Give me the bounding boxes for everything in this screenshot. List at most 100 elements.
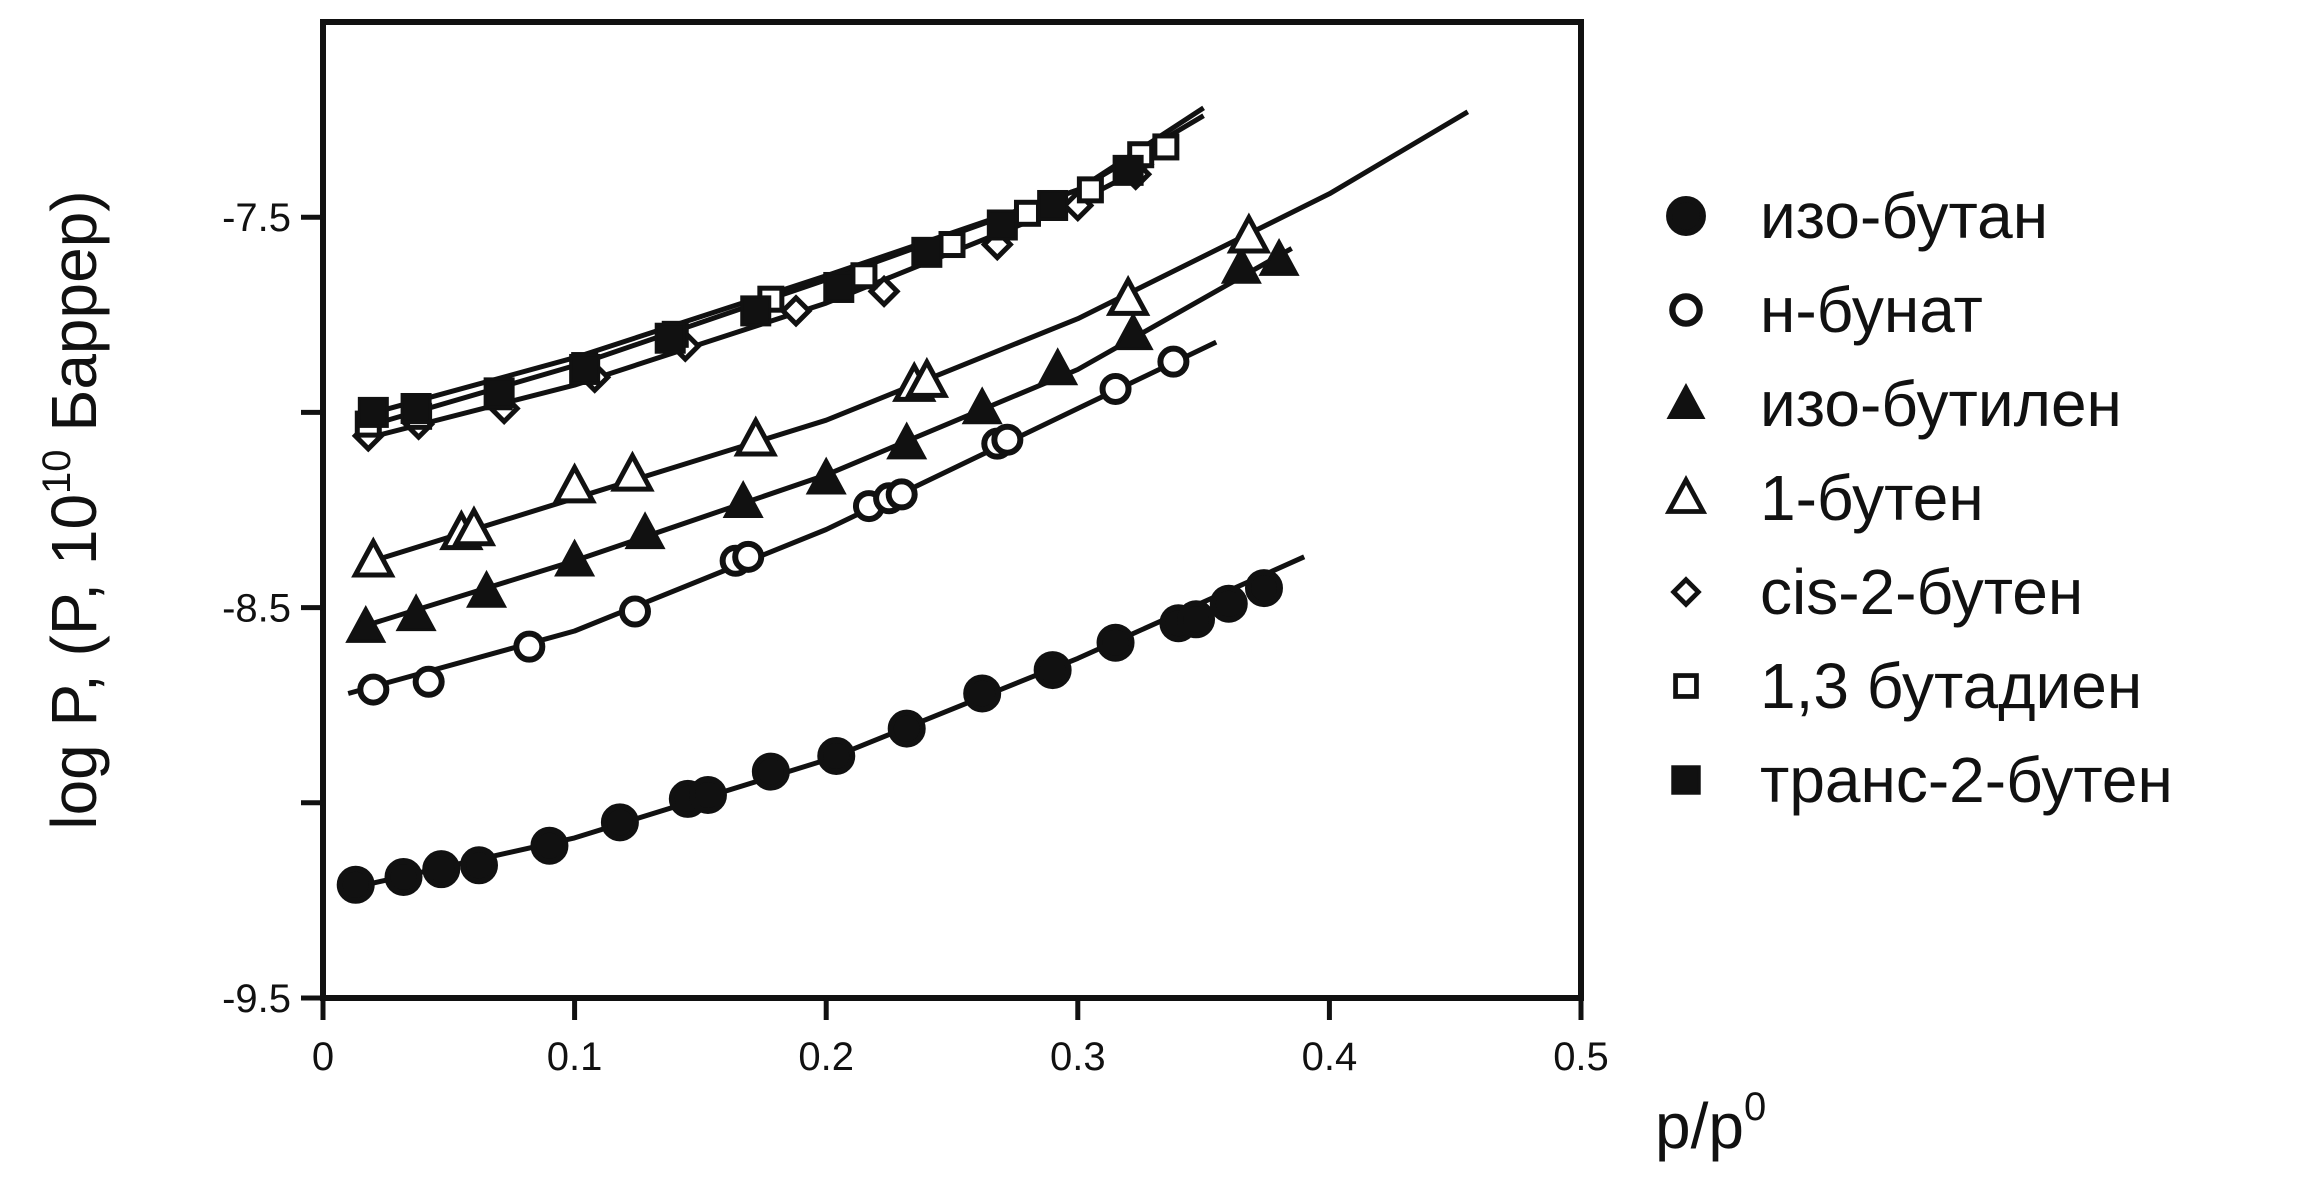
data-point-изо-бутан	[600, 803, 639, 842]
data-point-1-бутен	[1226, 212, 1272, 254]
data-point-1-3-бутадиен	[850, 262, 878, 290]
data-point-1-бутен	[451, 505, 497, 547]
data-point-изо-бутилен	[1258, 237, 1300, 276]
fit-line-1-бутен	[359, 109, 1470, 568]
x-tick-label: 0.1	[547, 1035, 603, 1079]
data-point-изо-бутилен	[624, 511, 666, 550]
data-point-изо-бутан	[1244, 569, 1283, 608]
legend: изо-бутан н-бунат изо-бутилен 1-бутен cis-2-…	[1664, 180, 2173, 816]
data-point-н-бунат	[357, 673, 390, 706]
data-point-изо-бутан	[336, 865, 375, 904]
data-point-н-бунат	[732, 540, 765, 573]
legend-label: н-бунат	[1760, 274, 1983, 346]
data-point-изо-бутилен	[1112, 312, 1154, 351]
data-point-изо-бутан	[1177, 600, 1216, 639]
data-point-н-бунат	[1157, 345, 1190, 378]
data-point-транс-2-бутен	[986, 209, 1018, 241]
legend-label: изо-бутан	[1760, 180, 2048, 252]
y-axis-title-superscript: 10	[35, 449, 79, 494]
x-axis-title-main: p/p	[1655, 1090, 1744, 1162]
legend-marker-1-3-бутадиен	[1673, 673, 1699, 699]
data-point-изо-бутилен	[1220, 245, 1262, 284]
legend-marker-1-бутен	[1664, 474, 1708, 514]
legend-label: cis-2-бутен	[1760, 556, 2083, 628]
data-point-изо-бутан	[963, 674, 1002, 713]
data-point-изо-бутилен	[345, 604, 387, 643]
data-point-изо-бутан	[1209, 584, 1248, 623]
legend-label: 1,3 бутадиен	[1760, 650, 2142, 722]
legend-item: транс-2-бутен	[1671, 744, 2173, 816]
data-point-1-3-бутадиен	[1076, 176, 1104, 204]
x-axis-ticks: 0 0.1 0.2 0.3 0.4 0.5	[312, 998, 1609, 1079]
data-point-транс-2-бутен	[1037, 189, 1069, 221]
data-point-транс-2-бутен	[569, 353, 601, 385]
data-point-изо-бутан	[384, 857, 423, 896]
data-point-изо-бутан	[1096, 623, 1135, 662]
data-point-1-3-бутадиен	[1013, 199, 1041, 227]
legend-item: 1-бутен	[1664, 462, 1984, 534]
data-point-н-бунат	[885, 478, 918, 511]
y-axis-title-suffix: Баррер)	[38, 190, 110, 449]
legend-item: изо-бутан	[1666, 180, 2048, 252]
y-axis-title: log P, (P, 1010 Баррер)	[35, 190, 110, 829]
data-point-транс-2-бутен	[654, 322, 686, 354]
x-axis-title: p/p0	[1655, 1085, 1766, 1162]
data-point-1-бутен	[904, 356, 950, 398]
data-point-изо-бутан	[887, 709, 926, 748]
data-point-транс-2-бутен	[357, 396, 389, 428]
data-point-н-бунат	[991, 423, 1024, 456]
legend-marker-н-бунат	[1669, 293, 1703, 327]
legend-label: 1-бутен	[1760, 462, 1984, 534]
legend-marker-изо-бутилен	[1666, 382, 1706, 419]
y-axis-title-main: log P, (P, 10	[38, 494, 110, 830]
x-tick-label: 0	[312, 1035, 334, 1079]
data-point-1-3-бутадиен	[938, 231, 966, 259]
data-point-1-бутен	[610, 450, 655, 492]
data-point-cis-2-бутен	[779, 294, 813, 328]
data-point-изо-бутан	[530, 826, 569, 865]
data-point-1-бутен	[552, 462, 597, 504]
x-axis-title-superscript: 0	[1744, 1085, 1766, 1129]
data-point-изо-бутан	[422, 850, 461, 889]
data-point-транс-2-бутен	[823, 271, 855, 303]
legend-marker-изо-бутан	[1666, 196, 1706, 236]
data-point-н-бунат	[618, 595, 651, 628]
data-point-изо-бутан	[459, 846, 498, 885]
legend-marker-транс-2-бутен	[1671, 765, 1701, 795]
data-point-изо-бутилен	[395, 593, 437, 632]
y-tick-label: -8.5	[222, 587, 291, 631]
data-point-н-бунат	[513, 630, 546, 663]
y-tick-label: -7.5	[222, 196, 291, 240]
legend-item: изо-бутилен	[1666, 368, 2122, 440]
data-point-изо-бутилен	[805, 456, 847, 495]
y-axis-ticks: -9.5 -8.5 -7.5	[222, 196, 323, 1021]
data-point-транс-2-бутен	[1112, 154, 1144, 186]
x-tick-label: 0.2	[798, 1035, 854, 1079]
x-tick-label: 0.4	[1302, 1035, 1358, 1079]
legend-item: cis-2-бутен	[1670, 556, 2083, 628]
legend-item: 1,3 бутадиен	[1673, 650, 2142, 722]
y-tick-label: -9.5	[222, 977, 291, 1021]
legend-label: изо-бутилен	[1760, 368, 2122, 440]
legend-marker-cis-2-бутен	[1670, 576, 1702, 608]
data-point-изо-бутилен	[961, 386, 1003, 425]
data-point-изо-бутан	[1033, 651, 1072, 690]
data-point-1-бутен	[1105, 274, 1151, 316]
data-point-н-бунат	[412, 665, 445, 698]
data-point-изо-бутилен	[466, 569, 508, 608]
data-point-изо-бутилен	[722, 480, 764, 518]
data-point-транс-2-бутен	[483, 377, 515, 409]
data-point-изо-бутилен	[554, 538, 596, 577]
data-point-изо-бутан	[817, 736, 856, 775]
data-point-н-бунат	[1099, 372, 1132, 405]
data-point-изо-бутан	[688, 775, 727, 814]
plot-frame	[320, 19, 1584, 1001]
data-point-изо-бутан	[751, 752, 790, 791]
legend-item: н-бунат	[1669, 274, 1983, 346]
legend-label: транс-2-бутен	[1760, 744, 2173, 816]
data-point-транс-2-бутен	[740, 295, 772, 327]
data-point-транс-2-бутен	[400, 392, 432, 424]
data-point-1-3-бутадиен	[1152, 133, 1180, 161]
x-tick-label: 0.5	[1553, 1035, 1609, 1079]
data-point-изо-бутилен	[886, 421, 928, 460]
